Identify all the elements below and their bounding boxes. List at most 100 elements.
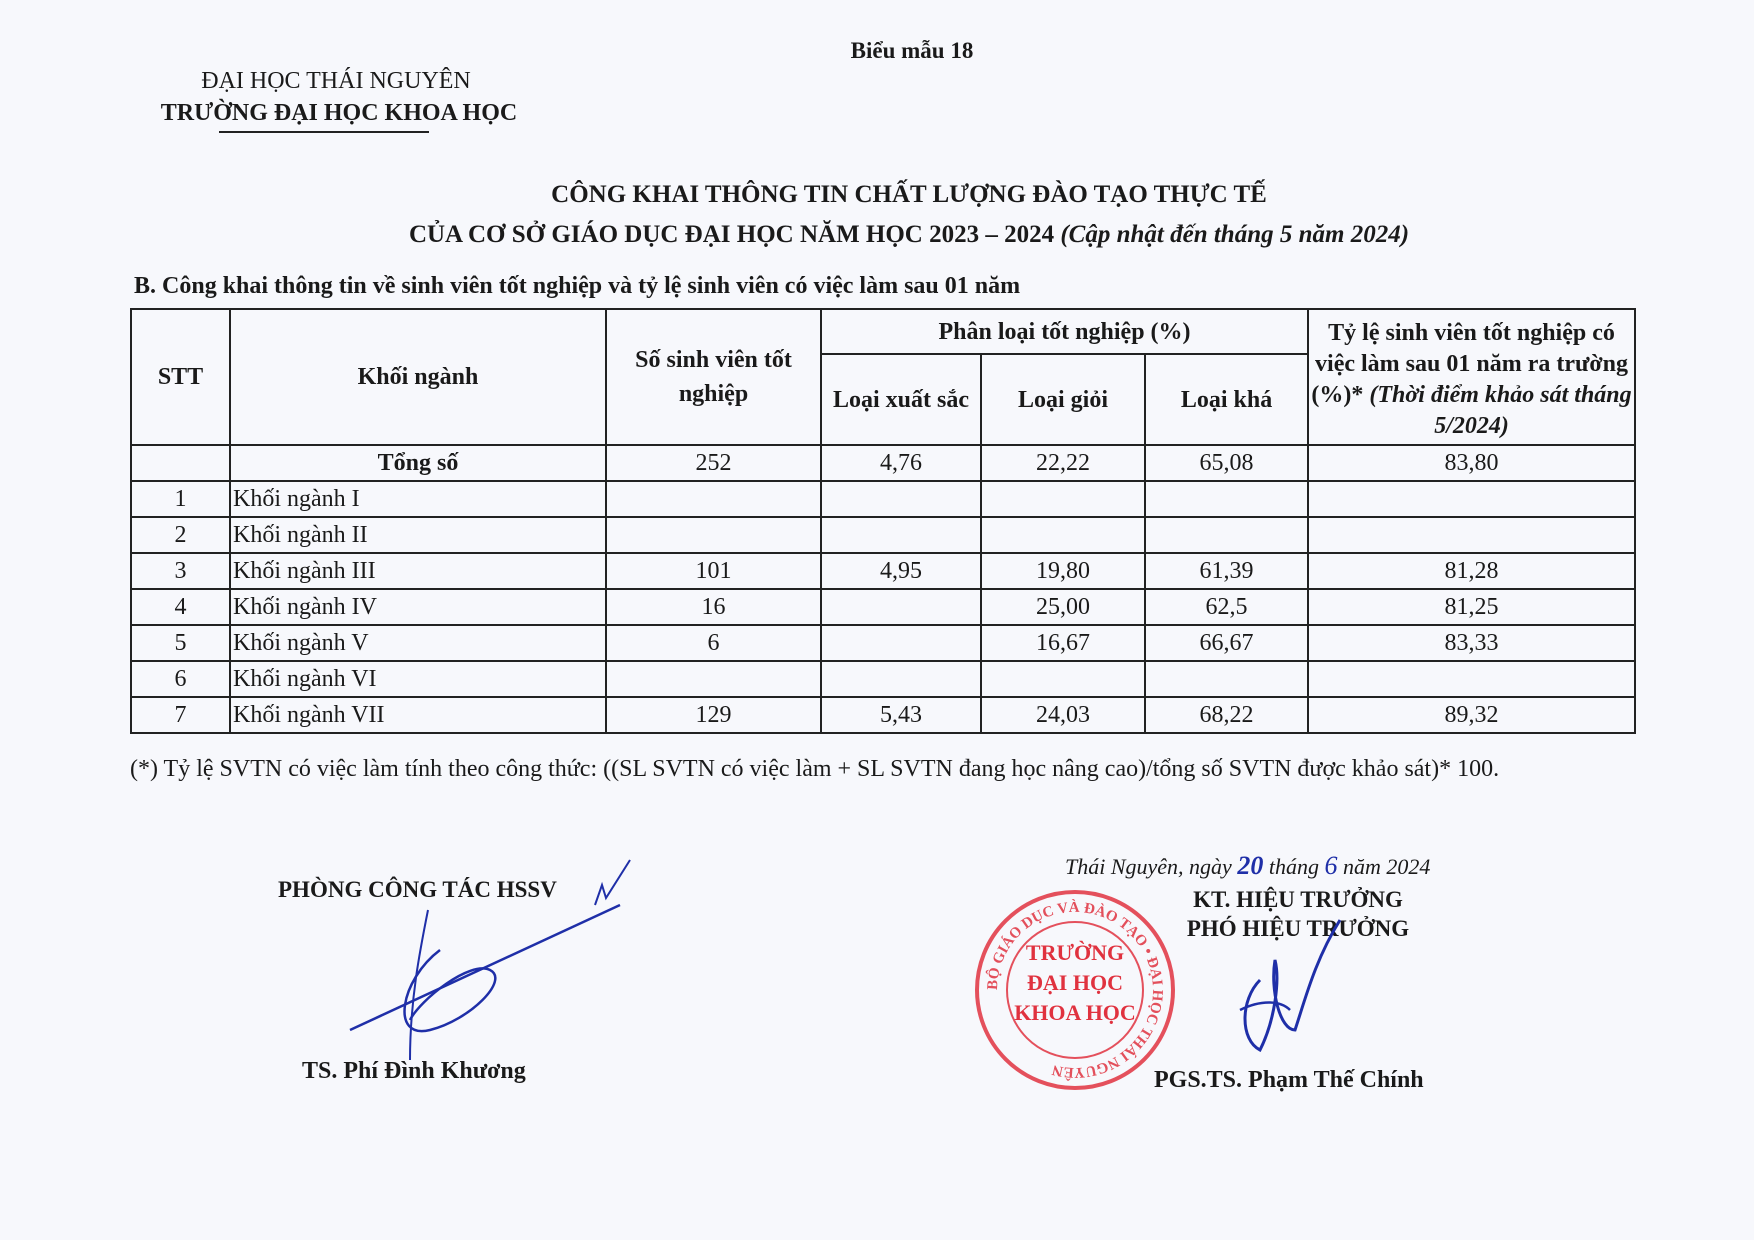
date-day: 20: [1237, 851, 1264, 880]
header-graduates: Số sinh viên tốt nghiệp: [605, 308, 822, 446]
cell-graduates: 16: [605, 588, 822, 626]
left-signature: [349, 859, 631, 1061]
stamp-outer-ring: [975, 890, 1175, 1090]
cell-group: Khối ngành VI: [229, 660, 607, 698]
header-group: Khối ngành: [229, 308, 607, 446]
header-employment-note: (Thời điểm khảo sát tháng 5/2024): [1369, 382, 1632, 439]
cell-stt: 4: [130, 588, 231, 626]
cell-group: Khối ngành I: [229, 480, 607, 518]
section-heading: B. Công khai thông tin về sinh viên tốt …: [134, 273, 1021, 299]
cell-good: 68,22: [1143, 696, 1310, 734]
cell-graduates: 6: [605, 624, 822, 662]
cell-group: Khối ngành VII: [229, 696, 607, 734]
cell-group: Khối ngành III: [229, 552, 607, 590]
official-stamp: BỘ GIÁO DỤC VÀ ĐÀO TẠO • ĐẠI HỌC THÁI NG…: [975, 890, 1175, 1090]
form-label: Biểu mẫu 18: [850, 38, 974, 63]
date-month-word: tháng: [1268, 854, 1319, 879]
total-employment: 83,80: [1307, 444, 1637, 482]
parent-org: ĐẠI HỌC THÁI NGUYÊN: [201, 68, 471, 94]
signing-date: Thái Nguyên, ngày 20 tháng 6 năm 2024: [1065, 851, 1430, 881]
doc-title-line2: CỦA CƠ SỞ GIÁO DỤC ĐẠI HỌC NĂM HỌC 2023 …: [409, 221, 1409, 249]
header-classification: Phân loại tốt nghiệp (%): [819, 308, 1310, 355]
table-row: 6 Khối ngành VI: [130, 660, 1637, 698]
cell-employment: [1307, 516, 1637, 554]
cell-stt: 6: [130, 660, 231, 698]
cell-graduates: 101: [605, 552, 822, 590]
right-signer-title2: PHÓ HIỆU TRƯỞNG: [1186, 916, 1410, 941]
stamp-inner-ring: [1006, 921, 1144, 1059]
footnote: (*) Tỷ lệ SVTN có việc làm tính theo côn…: [130, 756, 1500, 782]
total-excellent: 4,76: [820, 444, 982, 482]
cell-stt: 7: [130, 696, 231, 734]
table-row: 5 Khối ngành V 6 16,67 66,67 83,33: [130, 624, 1637, 662]
cell-stt: 5: [130, 624, 231, 662]
header-employment-main: Tỷ lệ sinh viên tốt nghiệp có việc làm s…: [1311, 320, 1629, 408]
doc-title-note: (Cập nhật đến tháng 5 năm 2024): [1060, 221, 1410, 248]
cell-employment: 81,28: [1307, 552, 1637, 590]
total-very-good: 22,22: [980, 444, 1146, 482]
right-signer-name: PGS.TS. Phạm Thế Chính: [1154, 1067, 1424, 1093]
table-row: 3 Khối ngành III 101 4,95 19,80 61,39 81,28: [130, 552, 1637, 590]
right-signature: [1239, 919, 1342, 1053]
cell-stt: 2: [130, 516, 231, 554]
cell-good: 66,67: [1143, 624, 1310, 662]
right-signer-title1: KT. HIỆU TRƯỞNG: [1193, 887, 1403, 912]
cell-graduates: [605, 516, 822, 554]
school-underline: [219, 131, 429, 133]
cell-employment: 81,25: [1307, 588, 1637, 626]
left-signer-title: PHÒNG CÔNG TÁC HSSV: [278, 877, 557, 902]
cell-very-good: 24,03: [980, 696, 1146, 734]
graduates-table: STT Khối ngành Số sinh viên tốt nghiệp P…: [130, 308, 1637, 734]
table-row: 4 Khối ngành IV 16 25,00 62,5 81,25: [130, 588, 1637, 626]
doc-title-main: CỦA CƠ SỞ GIÁO DỤC ĐẠI HỌC NĂM HỌC 2023 …: [408, 221, 1055, 248]
cell-stt: 1: [130, 480, 231, 518]
cell-stt: 3: [130, 552, 231, 590]
cell-excellent: 4,95: [820, 552, 982, 590]
cell-very-good: 16,67: [980, 624, 1146, 662]
cell-very-good: 25,00: [980, 588, 1146, 626]
total-row: Tổng số 252 4,76 22,22 65,08 83,80: [130, 444, 1637, 482]
header-excellent: Loại xuất sắc: [820, 353, 982, 446]
header-good: Loại khá: [1143, 353, 1310, 446]
stamp-line2: ĐẠI HỌC: [1027, 970, 1123, 995]
header-stt: STT: [130, 308, 231, 446]
cell-good: [1143, 480, 1310, 518]
cell-employment: [1307, 660, 1637, 698]
header-very-good: Loại giỏi: [980, 353, 1146, 446]
cell-good: [1143, 660, 1310, 698]
doc-title-line1: CÔNG KHAI THÔNG TIN CHẤT LƯỢNG ĐÀO TẠO T…: [551, 181, 1267, 208]
cell-graduates: [605, 480, 822, 518]
table-row: 2 Khối ngành II: [130, 516, 1637, 554]
cell-good: 62,5: [1143, 588, 1310, 626]
cell-excellent: [820, 588, 982, 626]
left-signer-name: TS. Phí Đình Khương: [302, 1058, 526, 1084]
cell-good: [1143, 516, 1310, 554]
date-prefix: Thái Nguyên, ngày: [1065, 854, 1232, 879]
cell-excellent: 5,43: [820, 696, 982, 734]
cell-excellent: [820, 660, 982, 698]
cell-very-good: [980, 480, 1146, 518]
date-year: năm 2024: [1342, 854, 1431, 879]
school-name: TRƯỜNG ĐẠI HỌC KHOA HỌC: [160, 100, 518, 126]
cell-very-good: 19,80: [980, 552, 1146, 590]
cell-excellent: [820, 624, 982, 662]
cell-excellent: [820, 516, 982, 554]
total-graduates: 252: [605, 444, 822, 482]
date-month: 6: [1324, 851, 1338, 880]
cell-very-good: [980, 660, 1146, 698]
cell-employment: 83,33: [1307, 624, 1637, 662]
cell-graduates: [605, 660, 822, 698]
table-row: 1 Khối ngành I: [130, 480, 1637, 518]
cell-group: Khối ngành V: [229, 624, 607, 662]
cell-good: 61,39: [1143, 552, 1310, 590]
cell-graduates: 129: [605, 696, 822, 734]
total-good: 65,08: [1143, 444, 1310, 482]
stamp-line1: TRƯỜNG: [1026, 940, 1124, 965]
cell-very-good: [980, 516, 1146, 554]
total-label: Tổng số: [229, 444, 607, 482]
cell-excellent: [820, 480, 982, 518]
cell-group: Khối ngành IV: [229, 588, 607, 626]
table-row: 7 Khối ngành VII 129 5,43 24,03 68,22 89,32: [130, 696, 1637, 734]
header-employment: Tỷ lệ sinh viên tốt nghiệp có việc làm s…: [1307, 308, 1637, 446]
cell-employment: 89,32: [1307, 696, 1637, 734]
